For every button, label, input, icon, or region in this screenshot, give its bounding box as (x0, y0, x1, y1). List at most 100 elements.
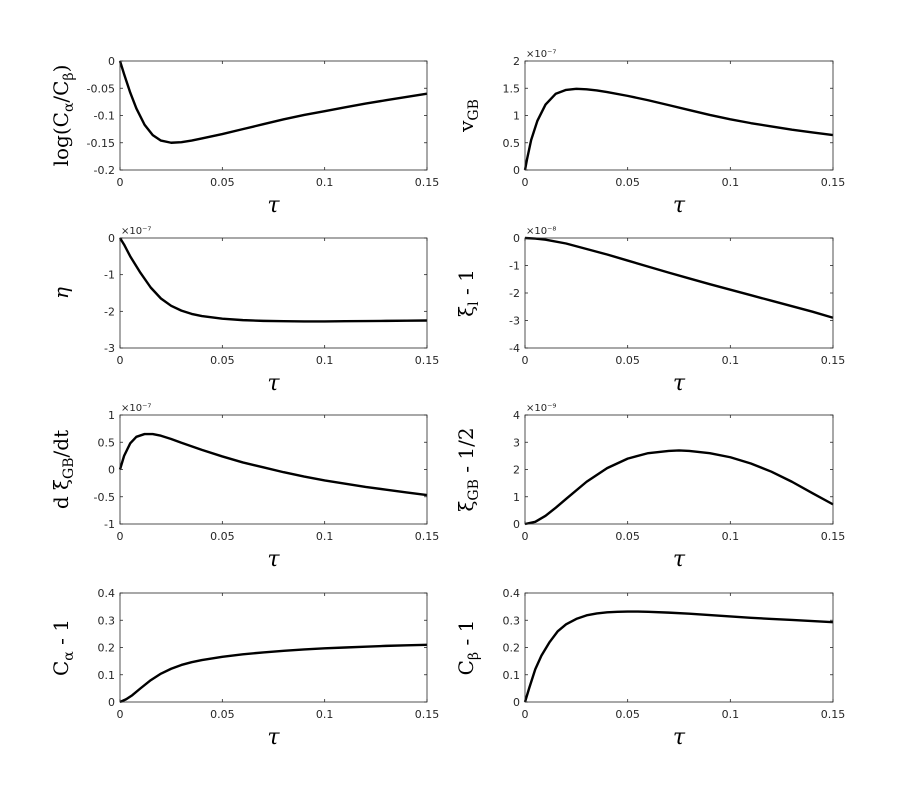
y-tick-label: 1 (513, 491, 520, 504)
y-axis-label-part: β (466, 652, 482, 660)
y-exponent-label: ×10⁻⁷ (526, 49, 556, 60)
subplot-8: 0 0.05 0.1 0.15 0 0.1 0.2 0.3 0.4 τ Cβ - 1 (454, 587, 845, 750)
y-axis-label: ξGB - 1/2 (454, 427, 482, 511)
y-axis-label-part: C (454, 660, 478, 675)
y-tick-label: 1 (108, 409, 115, 422)
x-axis-label: τ (673, 547, 686, 572)
series-line-1-1 (118, 60, 428, 144)
x-axis-label: τ (267, 547, 280, 572)
y-axis-label-part: η (49, 287, 73, 299)
x-tick-label: 0.15 (415, 354, 440, 367)
y-tick-label: 0 (108, 464, 115, 477)
series-line-2-1 (523, 87, 834, 171)
y-axis-label: vGB (454, 99, 482, 133)
y-axis-label-part: ) (49, 65, 73, 73)
x-tick-label: 0.05 (210, 708, 235, 721)
series-line-7-1 (119, 643, 428, 704)
y-tick-label: 2 (513, 55, 520, 68)
y-tick-label: -1 (509, 260, 520, 273)
x-tick-label: 0.15 (821, 176, 846, 189)
x-tick-label: 0.1 (722, 354, 740, 367)
y-axis-label-part: d ξ (49, 479, 73, 509)
y-exponent-label: ×10⁻⁷ (121, 403, 151, 414)
y-exponent-label: ×10⁻⁸ (526, 226, 556, 237)
x-tick-label: 0.15 (821, 708, 846, 721)
y-axis-label-part: GB (466, 479, 482, 500)
subplot-1: 0 0.05 0.1 0.15 -0.2 -0.15 -0.1 -0.05 0 τ log(Cα/C… (49, 55, 439, 218)
x-tick-label: 0 (117, 176, 124, 189)
subplot-4: 0 0.05 0.1 0.15 -4 -3 -2 -1 0 ×10⁻⁸ τ ξl - 1 (454, 226, 845, 396)
series-line-8-1 (523, 610, 834, 703)
series-line-6-1 (524, 449, 834, 526)
subplot-5: 0 0.05 0.1 0.15 -1 -0.5 0 0.5 1 ×10⁻⁷ τ d ξGB/dt (49, 403, 439, 572)
y-tick-label: 0 (108, 696, 115, 709)
x-tick-label: 0.05 (210, 530, 235, 543)
y-tick-label: 0 (108, 232, 115, 245)
y-axis-label-part: C (49, 661, 73, 676)
x-tick-label: 0.05 (615, 354, 640, 367)
x-tick-label: 0 (522, 530, 529, 543)
y-axis-label-part: /C (49, 81, 73, 103)
x-tick-label: 0.15 (415, 708, 440, 721)
x-tick-label: 0.05 (615, 530, 640, 543)
x-tick-label: 0 (117, 530, 124, 543)
y-tick-label: 0 (513, 696, 520, 709)
y-axis-label-part: - 1 (49, 619, 73, 651)
y-axis-label-part: /dt (49, 430, 73, 458)
x-tick-label: 0.1 (722, 708, 740, 721)
y-exponent-label: ×10⁻⁷ (121, 226, 151, 237)
subplot-2: 0 0.05 0.1 0.15 0 0.5 1 1.5 2 ×10⁻⁷ τ vGB (454, 49, 845, 218)
y-tick-label: 0.5 (98, 436, 116, 449)
y-tick-label: 0.4 (503, 587, 521, 600)
x-axis-label: τ (267, 193, 280, 218)
y-axis-label-part: α (61, 102, 77, 112)
y-tick-label: 1 (513, 110, 520, 123)
y-axis-label: η (49, 287, 73, 299)
y-tick-label: 0.1 (503, 669, 521, 682)
y-tick-label: -0.2 (94, 164, 115, 177)
y-axis-label-part: - 1 (454, 620, 478, 652)
series-line-4-1 (524, 236, 834, 319)
axes-frame (119, 60, 428, 171)
series-line-5-1 (118, 432, 428, 497)
x-tick-label: 0 (522, 176, 529, 189)
x-axis-label: τ (673, 371, 686, 396)
y-axis-label: Cβ - 1 (454, 620, 482, 676)
x-tick-label: 0.1 (316, 354, 334, 367)
axes-frame (119, 592, 428, 703)
y-tick-label: 0 (513, 164, 520, 177)
subplot-7: 0 0.05 0.1 0.15 0 0.1 0.2 0.3 0.4 τ Cα - 1 (49, 587, 439, 750)
y-tick-label: 0.1 (98, 669, 116, 682)
y-tick-label: -3 (509, 315, 520, 328)
y-axis-label-part: ξ (454, 306, 478, 317)
y-axis-label-part: v (454, 120, 478, 133)
y-axis-label-part: GB (466, 99, 482, 120)
x-tick-label: 0.15 (821, 530, 846, 543)
y-axis-label-part: l (466, 301, 482, 306)
y-exponent-label: ×10⁻⁹ (526, 403, 556, 414)
x-tick-label: 0 (522, 354, 529, 367)
x-tick-label: 0.1 (722, 530, 740, 543)
y-axis-label: d ξGB/dt (49, 430, 77, 509)
subplot-3: 0 0.05 0.1 0.15 -3 -2 -1 0 ×10⁻⁷ τ η (49, 226, 439, 396)
x-axis-label: τ (267, 725, 280, 750)
subplot-6: 0 0.05 0.1 0.15 0 1 2 3 4 ×10⁻⁹ τ ξGB - 1/2 (454, 403, 845, 572)
y-tick-label: -0.1 (94, 110, 115, 123)
y-tick-label: 0 (513, 232, 520, 245)
y-tick-label: -1 (104, 518, 115, 531)
axes-frame (119, 237, 428, 349)
y-tick-label: 0 (108, 55, 115, 68)
y-tick-label: -0.05 (87, 82, 115, 95)
x-tick-label: 0.1 (316, 530, 334, 543)
x-axis-label: τ (267, 371, 280, 396)
x-axis-label: τ (673, 725, 686, 750)
x-tick-label: 0.05 (210, 354, 235, 367)
y-axis-label: log(Cα/Cβ) (49, 65, 77, 167)
x-tick-label: 0.15 (415, 176, 440, 189)
y-axis-label-part: ξ (454, 501, 478, 512)
y-tick-label: -4 (509, 342, 520, 355)
y-tick-label: 3 (513, 436, 520, 449)
x-tick-label: 0.1 (316, 176, 334, 189)
x-axis-label: τ (673, 193, 686, 218)
